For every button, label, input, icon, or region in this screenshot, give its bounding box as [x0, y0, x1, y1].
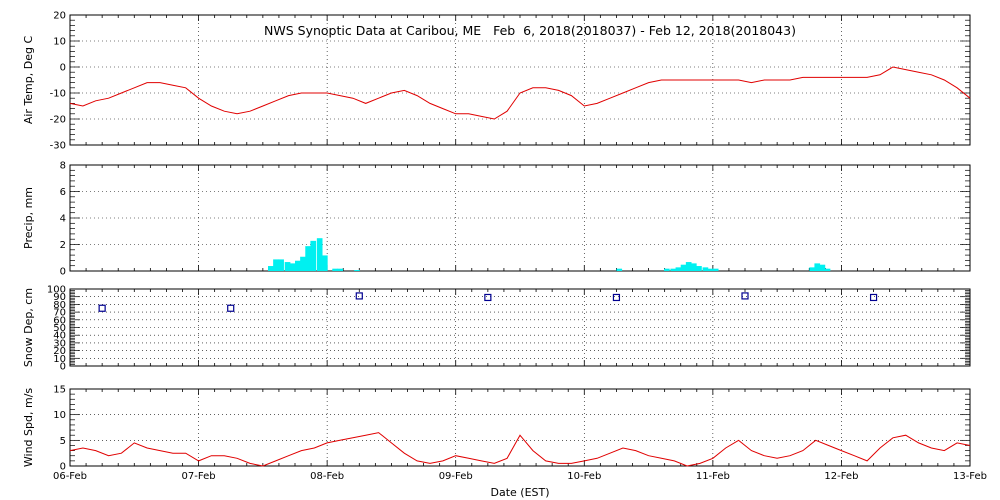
snow-depth-y-tick-label: 30 — [53, 338, 66, 349]
wind-speed-y-axis-label: Wind Spd, m/s — [22, 388, 35, 468]
precip-y-tick-label: 4 — [60, 214, 66, 225]
air-temp-y-tick-label: 10 — [53, 37, 66, 48]
snow-depth-point — [741, 292, 749, 300]
precip-bar — [316, 238, 323, 271]
snow-depth-y-tick-label: 50 — [53, 323, 66, 334]
precip-bar — [814, 263, 821, 271]
precip-bar — [278, 259, 284, 271]
precip-bar — [305, 246, 311, 271]
precip-bar — [707, 268, 714, 271]
snow-depth-point — [484, 293, 492, 302]
x-tick-label: 07-Feb — [182, 471, 216, 482]
precip-bar — [691, 263, 697, 271]
snow-depth-y-tick-label: 60 — [53, 315, 66, 326]
snow-depth-point — [612, 293, 621, 302]
wind-speed-series-line — [69, 432, 971, 467]
snow-depth-point — [98, 304, 106, 312]
wind-speed-y-tick-label: 0 — [60, 462, 66, 473]
snow-depth-y-tick-label: 100 — [47, 285, 66, 296]
x-tick-label: 10-Feb — [567, 471, 601, 482]
precip-bar — [809, 267, 815, 271]
precip-bar — [824, 268, 831, 271]
snow-depth-y-tick-label: 70 — [53, 308, 66, 319]
wind-speed-y-tick-label: 10 — [53, 410, 66, 421]
air-temp-panel: -30 -20 -10 0 10 20 Air Temp, Deg C — [22, 11, 971, 152]
air-temp-y-tick-label: -10 — [50, 89, 66, 100]
precip-bar — [670, 268, 677, 271]
x-tick-label: 12-Feb — [824, 471, 858, 482]
snow-depth-y-tick-label: 80 — [53, 300, 66, 311]
x-tick-label: 09-Feb — [439, 471, 473, 482]
x-tick-label: 11-Feb — [696, 471, 730, 482]
precip-bar — [337, 268, 344, 271]
air-temp-series-line — [69, 66, 971, 120]
x-axis-label: Date (EST) — [490, 486, 549, 499]
precip-bar — [702, 267, 709, 271]
precip-y-tick-label: 8 — [60, 161, 66, 172]
precip-bar — [268, 266, 274, 271]
precip-bar — [819, 264, 826, 271]
snow-depth-y-tick-label: 20 — [53, 346, 66, 357]
precip-bar — [712, 268, 719, 271]
precip-panel: 0 2 4 6 8 Precip, mm — [22, 161, 971, 278]
precip-bar — [284, 262, 291, 271]
precip-y-tick-label: 0 — [60, 267, 66, 278]
precip-bar — [664, 268, 670, 271]
air-temp-y-tick-label: 0 — [60, 63, 66, 74]
precip-bar — [289, 263, 296, 271]
precip-bar — [295, 260, 301, 271]
snow-depth-y-tick-label: 0 — [60, 362, 66, 373]
x-tick-label: 06-Feb — [53, 471, 87, 482]
air-temp-y-axis-label: Air Temp, Deg C — [22, 36, 35, 125]
precip-bar — [685, 262, 692, 271]
wind-speed-y-tick-label: 15 — [53, 385, 66, 396]
air-temp-y-tick-label: -20 — [50, 115, 66, 126]
precip-bar — [332, 268, 338, 271]
precip-bar — [675, 267, 682, 271]
precip-bar — [322, 255, 328, 271]
x-tick-label: 13-Feb — [953, 471, 987, 482]
snow-depth-y-tick-label: 90 — [53, 292, 66, 303]
snow-depth-y-tick-label: 10 — [53, 354, 66, 365]
precip-y-tick-label: 2 — [60, 240, 66, 251]
snow-depth-y-tick-label: 40 — [53, 331, 66, 342]
wind-speed-panel: 0 5 10 15 Wind Spd, m/s — [22, 385, 971, 473]
precip-y-axis-label: Precip, mm — [22, 187, 35, 249]
snow-depth-point — [355, 292, 363, 300]
precip-bar — [300, 256, 306, 271]
precip-bar — [616, 268, 623, 271]
precip-y-tick-label: 6 — [60, 187, 66, 198]
wind-speed-frame — [69, 388, 971, 467]
wind-speed-y-tick-label: 5 — [60, 436, 66, 447]
snow-depth-point — [869, 293, 878, 302]
precip-bar — [273, 259, 279, 271]
air-temp-y-tick-label: 20 — [53, 11, 66, 22]
air-temp-y-tick-label: -30 — [50, 141, 66, 152]
x-tick-label: 08-Feb — [310, 471, 344, 482]
precip-bar — [310, 240, 317, 271]
precip-bar — [354, 270, 360, 271]
snow-depth-point — [227, 304, 235, 312]
precip-bar — [680, 264, 687, 271]
snow-depth-y-axis-label: Snow Dep, cm — [22, 288, 35, 367]
chart-title: NWS Synoptic Data at Caribou, ME Feb 6, … — [264, 23, 796, 38]
precip-bar — [696, 266, 702, 271]
